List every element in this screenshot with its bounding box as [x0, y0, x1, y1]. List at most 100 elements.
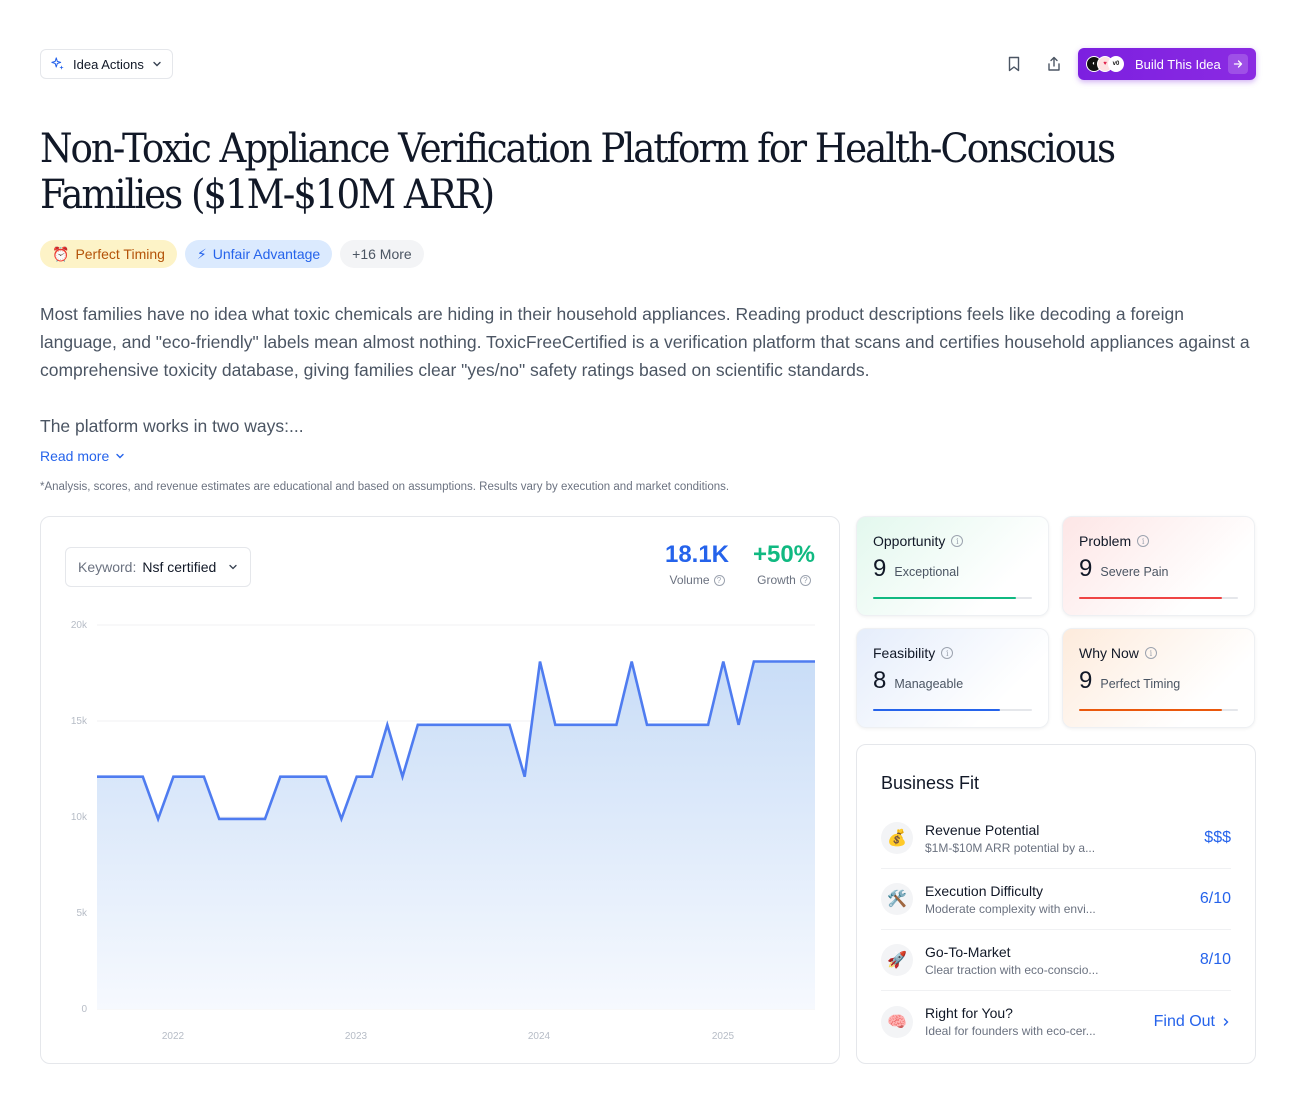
y-tick-label: 20k	[71, 620, 88, 631]
row-subtitle: $1M-$10M ARR potential by a...	[925, 840, 1096, 855]
score-description: Severe Pain	[1100, 565, 1169, 579]
chevron-down-icon	[229, 564, 237, 570]
keyword-trend-card: 20k 15k 10k 5k 0 2022 2023 2024 2025 Keyword: Ns…	[40, 516, 840, 1064]
alarm-clock-icon: ⏰	[52, 245, 70, 262]
find-out-link[interactable]: Find Out	[1154, 1013, 1231, 1031]
chevron-right-icon	[1223, 1017, 1229, 1026]
score-value: 9	[873, 555, 887, 582]
growth-value: +50%	[752, 541, 816, 568]
score-card-opportunity[interactable]: Opportunity i 9 Exceptional	[856, 516, 1049, 616]
volume-label-row: Volume ?	[661, 573, 733, 587]
business-fit-card: Business Fit 💰 Revenue Potential $1M-$10M…	[856, 744, 1256, 1064]
tag-list: ⏰ Perfect Timing ⚡ Unfair Advantage +16 …	[40, 240, 424, 268]
keyword-select[interactable]: Keyword: Nsf certified	[65, 547, 251, 587]
read-more-link[interactable]: Read more	[40, 448, 125, 464]
tag-label: +16 More	[352, 246, 412, 262]
score-value: 9	[1079, 555, 1093, 582]
description-paragraph: The platform works in two ways:...	[40, 416, 304, 436]
score-bar-fill	[1079, 597, 1223, 599]
tools-icon: 🛠️	[881, 883, 913, 915]
score-description: Manageable	[894, 677, 964, 691]
x-tick-label: 2024	[528, 1031, 551, 1042]
row-value: 6/10	[1199, 890, 1231, 907]
score-title: Opportunity	[873, 533, 946, 549]
score-bar	[873, 597, 1032, 599]
row-title: Execution Difficulty	[925, 882, 1044, 899]
info-icon[interactable]: i	[1144, 647, 1157, 659]
build-this-idea-label: Build This Idea	[1135, 56, 1221, 72]
score-bar-fill	[873, 709, 1001, 711]
tag-label: Unfair Advantage	[212, 246, 321, 262]
row-value: $$$	[1204, 829, 1231, 846]
bookmark-button[interactable]	[1002, 52, 1026, 76]
score-bar-fill	[873, 597, 1017, 599]
sparkle-icon	[51, 57, 64, 70]
score-bar	[1079, 709, 1238, 711]
tag-unfair-advantage[interactable]: ⚡ Unfair Advantage	[184, 240, 333, 268]
page-title: Non-Toxic Appliance Verification Platfor…	[40, 126, 1116, 218]
share-button[interactable]	[1042, 52, 1066, 76]
disclaimer-text: *Analysis, scores, and revenue estimates…	[40, 481, 730, 493]
score-value: 8	[873, 667, 887, 694]
score-card-why-now[interactable]: Why Now i 9 Perfect Timing	[1062, 628, 1255, 728]
growth-label: Growth	[757, 573, 796, 587]
row-subtitle: Ideal for founders with eco-cer...	[925, 1024, 1096, 1038]
volume-label: Volume	[669, 573, 710, 587]
score-card-feasibility[interactable]: Feasibility i 8 Manageable	[856, 628, 1049, 728]
trend-line	[97, 660, 815, 823]
growth-metric: +50% Growth ?	[749, 541, 819, 587]
tag-label: Perfect Timing	[75, 246, 165, 262]
row-value: 8/10	[1199, 951, 1231, 968]
top-toolbar: Idea Actions ◐ ♥ v0 Build This Idea	[40, 48, 1256, 80]
y-tick-label: 0	[81, 1004, 87, 1015]
business-fit-row-go-to-market[interactable]: 🚀 Go-To-Market Clear traction with eco-co…	[881, 930, 1231, 991]
help-icon[interactable]: ?	[799, 574, 811, 586]
y-tick-label: 15k	[71, 716, 88, 727]
score-card-problem[interactable]: Problem i 9 Severe Pain	[1062, 516, 1255, 616]
info-icon[interactable]: i	[1137, 535, 1150, 547]
idea-actions-button[interactable]: Idea Actions	[40, 49, 173, 79]
business-fit-row-revenue[interactable]: 💰 Revenue Potential $1M-$10M ARR potentia…	[881, 808, 1231, 869]
business-fit-row-right-for-you[interactable]: 🧠 Right for You? Ideal for founders with …	[881, 991, 1231, 1052]
score-title: Problem	[1079, 533, 1132, 549]
find-out-label: Find Out	[1153, 1012, 1215, 1030]
idea-description: Most families have no idea what toxic ch…	[40, 300, 1250, 440]
tag-more-button[interactable]: +16 More	[340, 240, 424, 268]
score-bar	[1079, 597, 1238, 599]
arrow-right-icon	[1228, 54, 1248, 74]
money-bag-icon: 💰	[881, 822, 913, 854]
idea-actions-label: Idea Actions	[73, 56, 144, 72]
x-tick-label: 2025	[712, 1031, 735, 1042]
row-title: Revenue Potential	[925, 821, 1040, 838]
trend-area	[97, 661, 815, 1009]
build-this-idea-button[interactable]: ◐ ♥ v0 Build This Idea	[1078, 48, 1256, 80]
x-tick-label: 2023	[345, 1031, 368, 1042]
builder-logo-icon: v0	[1108, 56, 1124, 72]
info-icon[interactable]: i	[941, 647, 954, 659]
score-title: Feasibility	[873, 645, 936, 661]
tag-perfect-timing[interactable]: ⏰ Perfect Timing	[40, 240, 177, 268]
x-tick-label: 2022	[162, 1031, 185, 1042]
score-bar	[873, 709, 1032, 711]
business-fit-row-execution[interactable]: 🛠️ Execution Difficulty Moderate complexi…	[881, 869, 1231, 930]
row-title: Go-To-Market	[925, 943, 1011, 960]
description-paragraph: Most families have no idea what toxic ch…	[40, 304, 1250, 380]
keyword-label: Keyword:	[78, 559, 137, 575]
score-description: Perfect Timing	[1100, 677, 1181, 691]
row-title: Right for You?	[925, 1005, 1013, 1021]
business-fit-title: Business Fit	[881, 773, 980, 793]
row-subtitle: Clear traction with eco-conscio...	[925, 962, 1099, 977]
chevron-down-icon	[116, 453, 124, 459]
help-icon[interactable]: ?	[713, 574, 725, 586]
score-title: Why Now	[1079, 645, 1139, 661]
info-icon[interactable]: i	[951, 535, 964, 547]
rocket-icon: 🚀	[881, 944, 913, 976]
bookmark-icon	[1008, 56, 1020, 72]
trend-chart: 20k 15k 10k 5k 0 2022 2023 2024 2025	[71, 620, 815, 1042]
brain-icon: 🧠	[881, 1005, 913, 1038]
score-bar-fill	[1079, 709, 1223, 711]
read-more-label: Read more	[40, 448, 110, 464]
row-subtitle: Moderate complexity with envi...	[925, 901, 1096, 916]
volume-metric: 18.1K Volume ?	[661, 541, 733, 587]
growth-label-row: Growth ?	[749, 573, 819, 587]
